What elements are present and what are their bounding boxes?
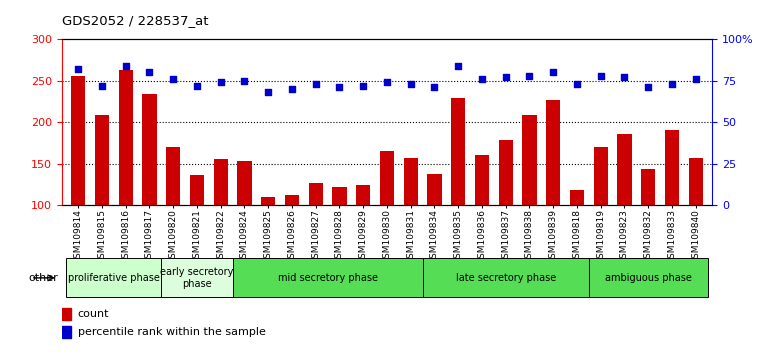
Text: ambiguous phase: ambiguous phase (604, 273, 691, 283)
Point (215, 79, 227, 85)
Point (191, 83, 203, 88)
Bar (71, 76, 85, 205)
Bar (333, 187, 346, 205)
Point (666, 81, 678, 87)
Bar (261, 197, 276, 205)
Bar (546, 100, 561, 205)
Bar (62, 326, 72, 338)
Point (119, 63, 132, 68)
Point (476, 76, 488, 82)
Point (286, 86, 298, 92)
Bar (423, 258, 589, 297)
Bar (142, 94, 156, 205)
Text: GDS2052 / 228537_at: GDS2052 / 228537_at (62, 14, 208, 27)
Bar (233, 258, 423, 297)
Point (167, 76, 179, 82)
Bar (380, 151, 394, 205)
Bar (641, 169, 655, 205)
Bar (688, 158, 703, 205)
Point (642, 84, 654, 90)
Bar (570, 189, 584, 205)
Bar (190, 175, 204, 205)
Point (547, 69, 559, 75)
Text: proliferative phase: proliferative phase (68, 273, 160, 283)
Text: mid secretory phase: mid secretory phase (277, 273, 377, 283)
Bar (427, 174, 441, 205)
Point (689, 76, 701, 82)
Point (571, 81, 583, 87)
Bar (95, 115, 109, 205)
Bar (618, 134, 631, 205)
Bar (66, 258, 162, 297)
Point (143, 69, 156, 75)
Text: percentile rank within the sample: percentile rank within the sample (78, 327, 266, 337)
Bar (403, 158, 418, 205)
Bar (213, 159, 228, 205)
Bar (119, 70, 133, 205)
Point (333, 84, 346, 90)
Point (524, 73, 536, 78)
Point (500, 74, 512, 80)
Bar (166, 147, 180, 205)
Point (238, 78, 250, 84)
Bar (309, 183, 323, 205)
Point (404, 81, 417, 87)
Bar (665, 131, 679, 205)
Bar (475, 155, 489, 205)
Bar (589, 258, 708, 297)
Text: early secretory
phase: early secretory phase (160, 267, 233, 289)
Point (262, 89, 274, 95)
Point (357, 83, 370, 88)
Text: count: count (78, 309, 109, 319)
Point (428, 84, 440, 90)
Point (618, 74, 631, 80)
Point (72, 66, 85, 72)
Bar (498, 139, 513, 205)
Point (310, 81, 322, 87)
Bar (162, 258, 233, 297)
Bar (451, 98, 465, 205)
Point (452, 63, 464, 68)
Bar (356, 185, 370, 205)
Text: late secretory phase: late secretory phase (456, 273, 556, 283)
Bar (285, 194, 299, 205)
Bar (522, 115, 537, 205)
Bar (62, 308, 72, 320)
Bar (594, 147, 608, 205)
Point (95, 83, 108, 88)
Text: other: other (28, 273, 58, 283)
Bar (237, 161, 252, 205)
Point (594, 73, 607, 78)
Point (381, 79, 393, 85)
